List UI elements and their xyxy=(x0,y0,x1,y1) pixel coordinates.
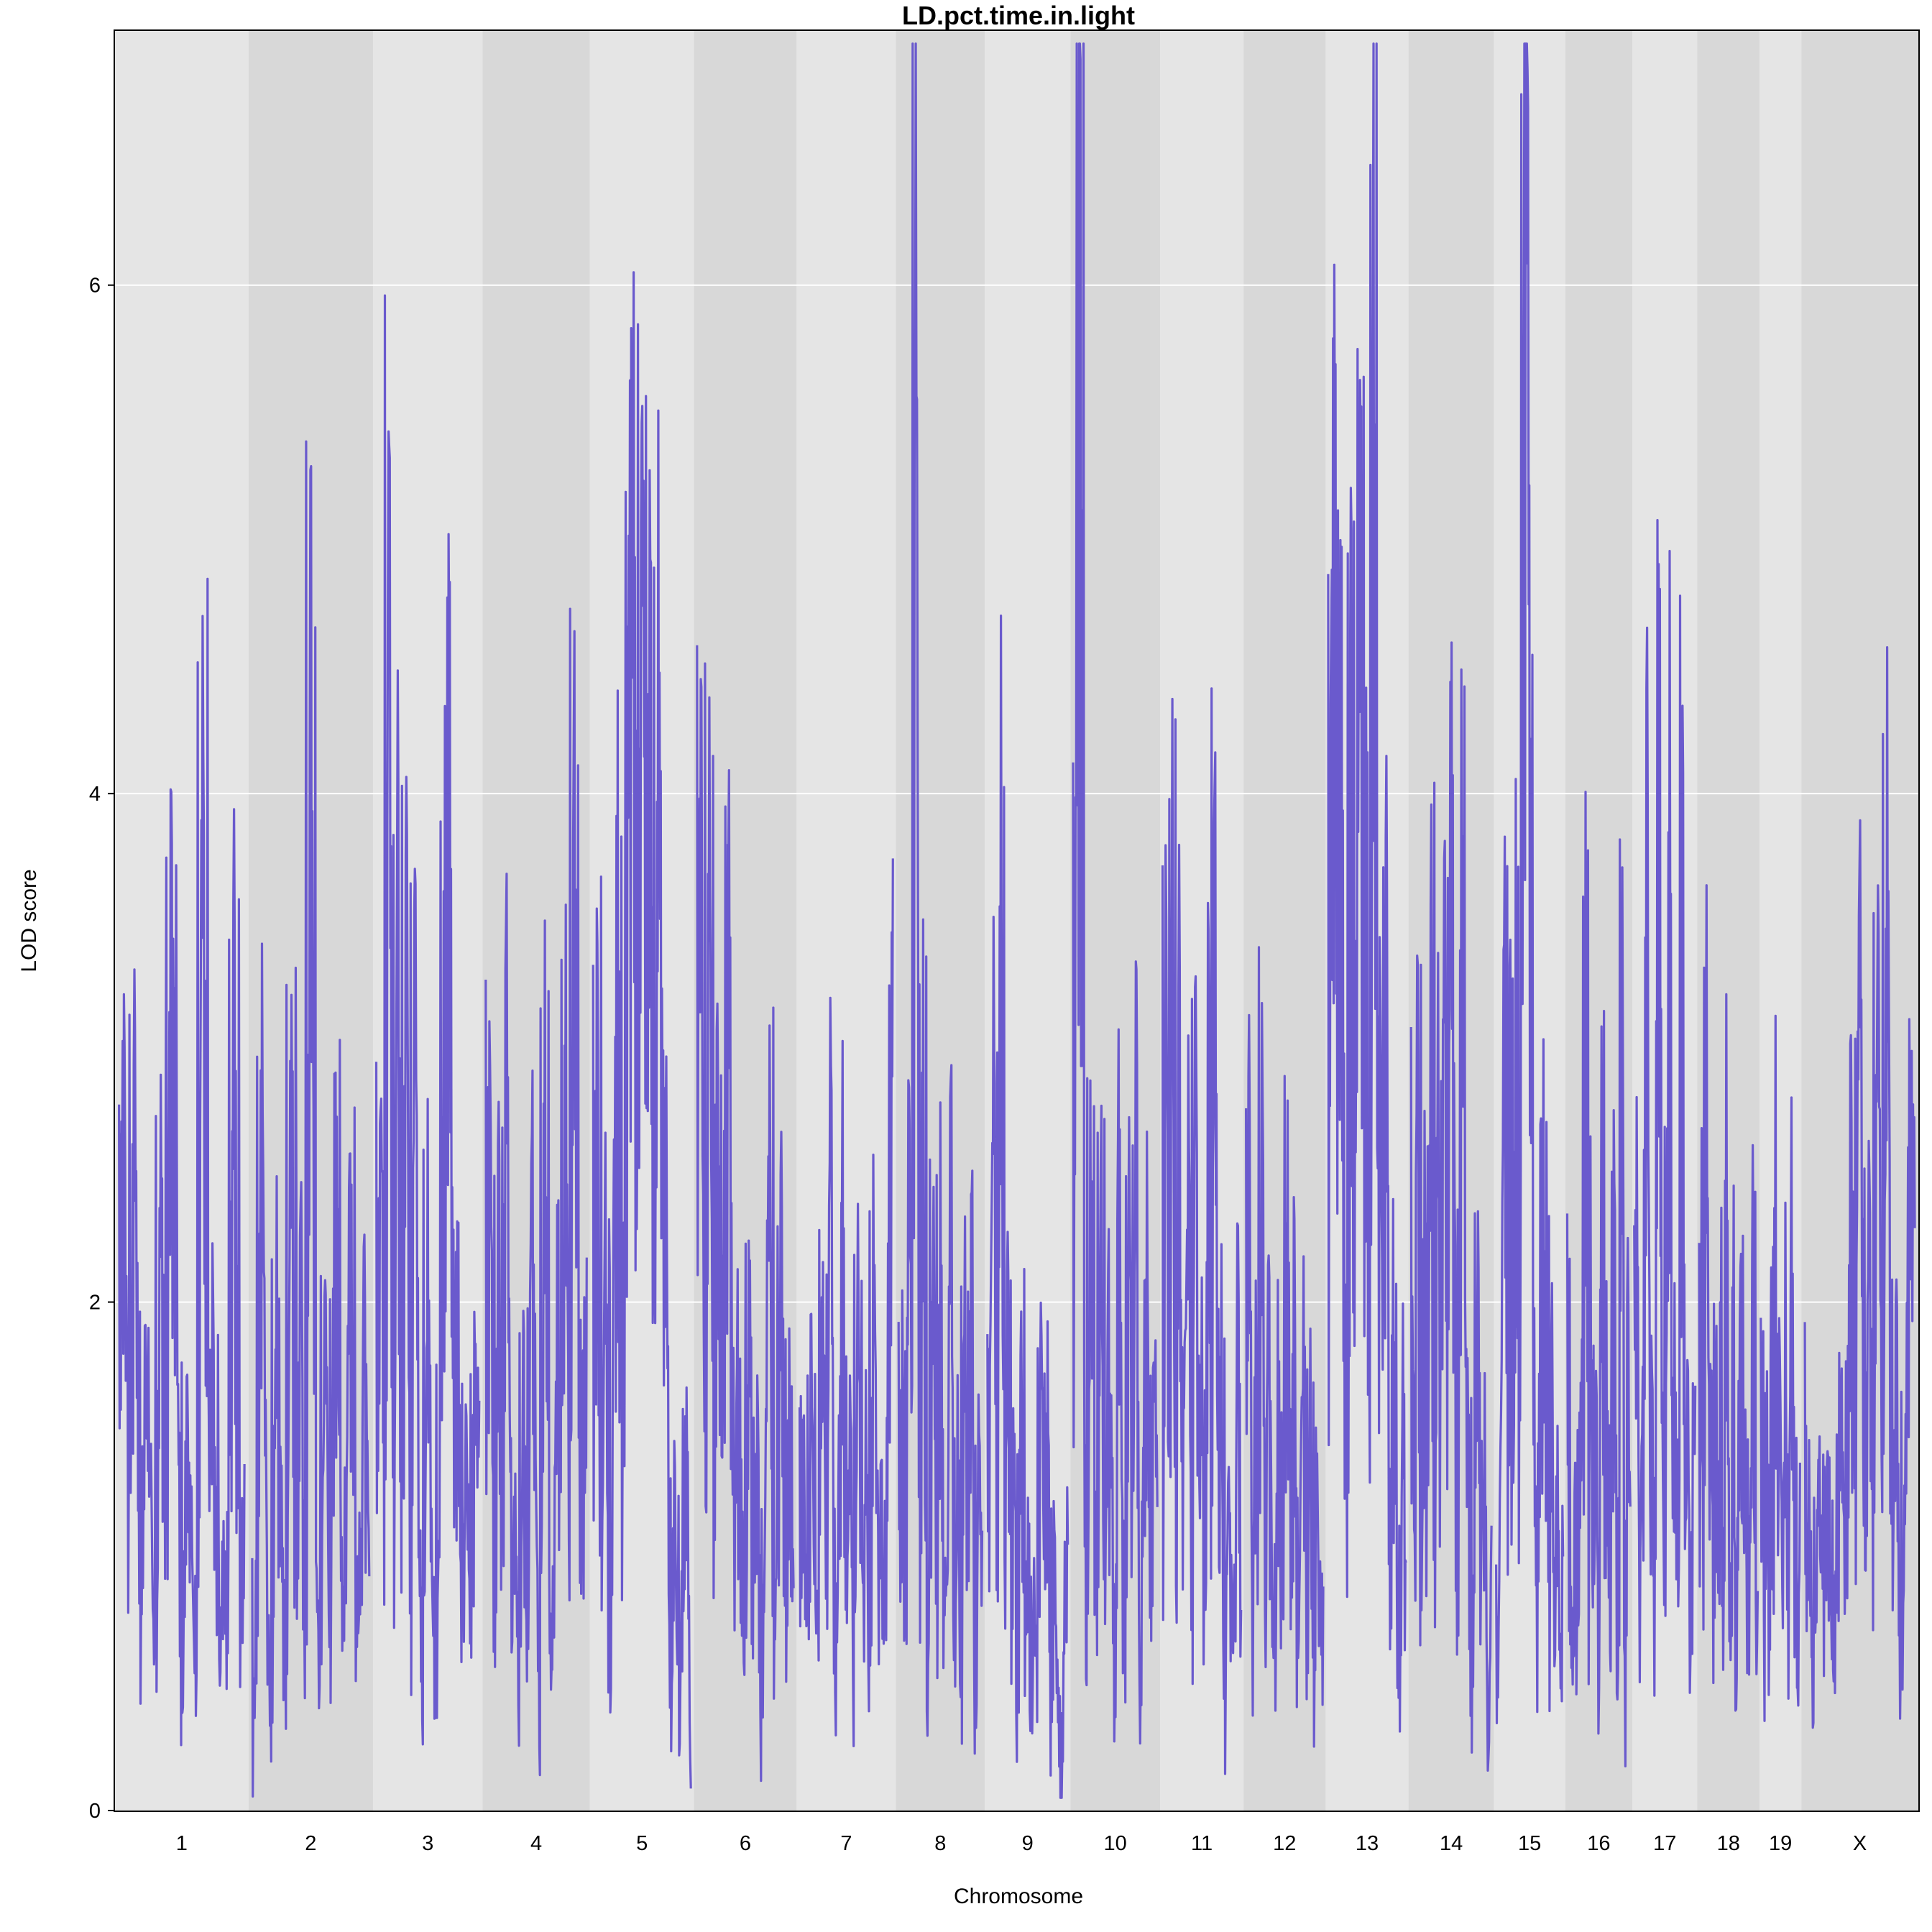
x-tick-label-18: 18 xyxy=(1717,1832,1740,1855)
x-axis-label: Chromosome xyxy=(954,1885,1083,1908)
lod-trace-chr-10 xyxy=(1072,42,1159,1745)
lod-trace-chr-12 xyxy=(1244,946,1325,1748)
x-tick-label-3: 3 xyxy=(422,1832,433,1855)
y-axis: 0 2 4 6 xyxy=(89,275,115,1823)
x-tick-label-14: 14 xyxy=(1440,1832,1463,1855)
lod-trace-chr-4 xyxy=(484,607,588,1777)
x-tick-label-15: 15 xyxy=(1518,1832,1541,1855)
x-tick-label-13: 13 xyxy=(1356,1832,1379,1855)
lod-trace-chr-8 xyxy=(897,42,984,1755)
x-tick-label-2: 2 xyxy=(305,1832,316,1855)
x-tick-label-10: 10 xyxy=(1103,1832,1126,1855)
lod-trace-chr-18 xyxy=(1698,884,1760,1712)
x-tick-label-16: 16 xyxy=(1587,1832,1610,1855)
x-tick-label-9: 9 xyxy=(1022,1832,1034,1855)
y-tick-label-0: 0 xyxy=(89,1800,101,1823)
x-tick-label-12: 12 xyxy=(1273,1832,1296,1855)
lod-series xyxy=(118,42,1916,1799)
lod-trace-chr-X xyxy=(1803,645,1916,1729)
lod-trace-chr-5 xyxy=(592,271,692,1789)
x-tick-label-5: 5 xyxy=(636,1832,648,1855)
x-tick-label-6: 6 xyxy=(740,1832,751,1855)
plot-frame xyxy=(114,29,1920,1812)
x-tick-label-X: X xyxy=(1853,1832,1867,1855)
y-tick-label-4: 4 xyxy=(89,783,101,806)
lod-trace-chr-9 xyxy=(986,614,1070,1799)
x-tick-label-19: 19 xyxy=(1769,1832,1792,1855)
chart-title: LD.pct.time.in.light xyxy=(902,1,1135,30)
x-tick-label-1: 1 xyxy=(176,1832,188,1855)
x-tick-label-17: 17 xyxy=(1653,1832,1676,1855)
lod-trace-chr-17 xyxy=(1633,518,1697,1697)
y-axis-label: LOD score xyxy=(17,869,41,972)
x-tick-label-4: 4 xyxy=(530,1832,542,1855)
lod-trace-chr-2 xyxy=(251,440,371,1798)
lod-trace-chr-1 xyxy=(118,577,246,1747)
lod-trace-chr-6 xyxy=(696,645,795,1782)
chromosome-band-8 xyxy=(896,31,985,1811)
lod-trace-chr-15 xyxy=(1495,42,1565,1724)
lod-trace-chr-14 xyxy=(1409,641,1493,1772)
lod-trace-chr-13 xyxy=(1327,42,1407,1733)
y-gridlines xyxy=(115,284,1918,1303)
x-tick-label-11: 11 xyxy=(1191,1832,1213,1855)
x-tick-label-7: 7 xyxy=(840,1832,852,1855)
y-tick-label-2: 2 xyxy=(89,1292,101,1315)
lod-trace-chr-16 xyxy=(1565,791,1632,1767)
lod-trace-chr-7 xyxy=(798,858,894,1747)
y-tick-label-6: 6 xyxy=(89,275,101,298)
lod-trace-chr-11 xyxy=(1161,687,1243,1775)
lod-trace-chr-19 xyxy=(1760,1014,1801,1722)
lod-trace-chr-3 xyxy=(374,294,481,1746)
x-axis: 1 2 3 4 5 6 7 8 9 10 11 12 13 14 15 16 17 18 19 X xyxy=(176,1832,1867,1855)
x-tick-label-8: 8 xyxy=(934,1832,946,1855)
